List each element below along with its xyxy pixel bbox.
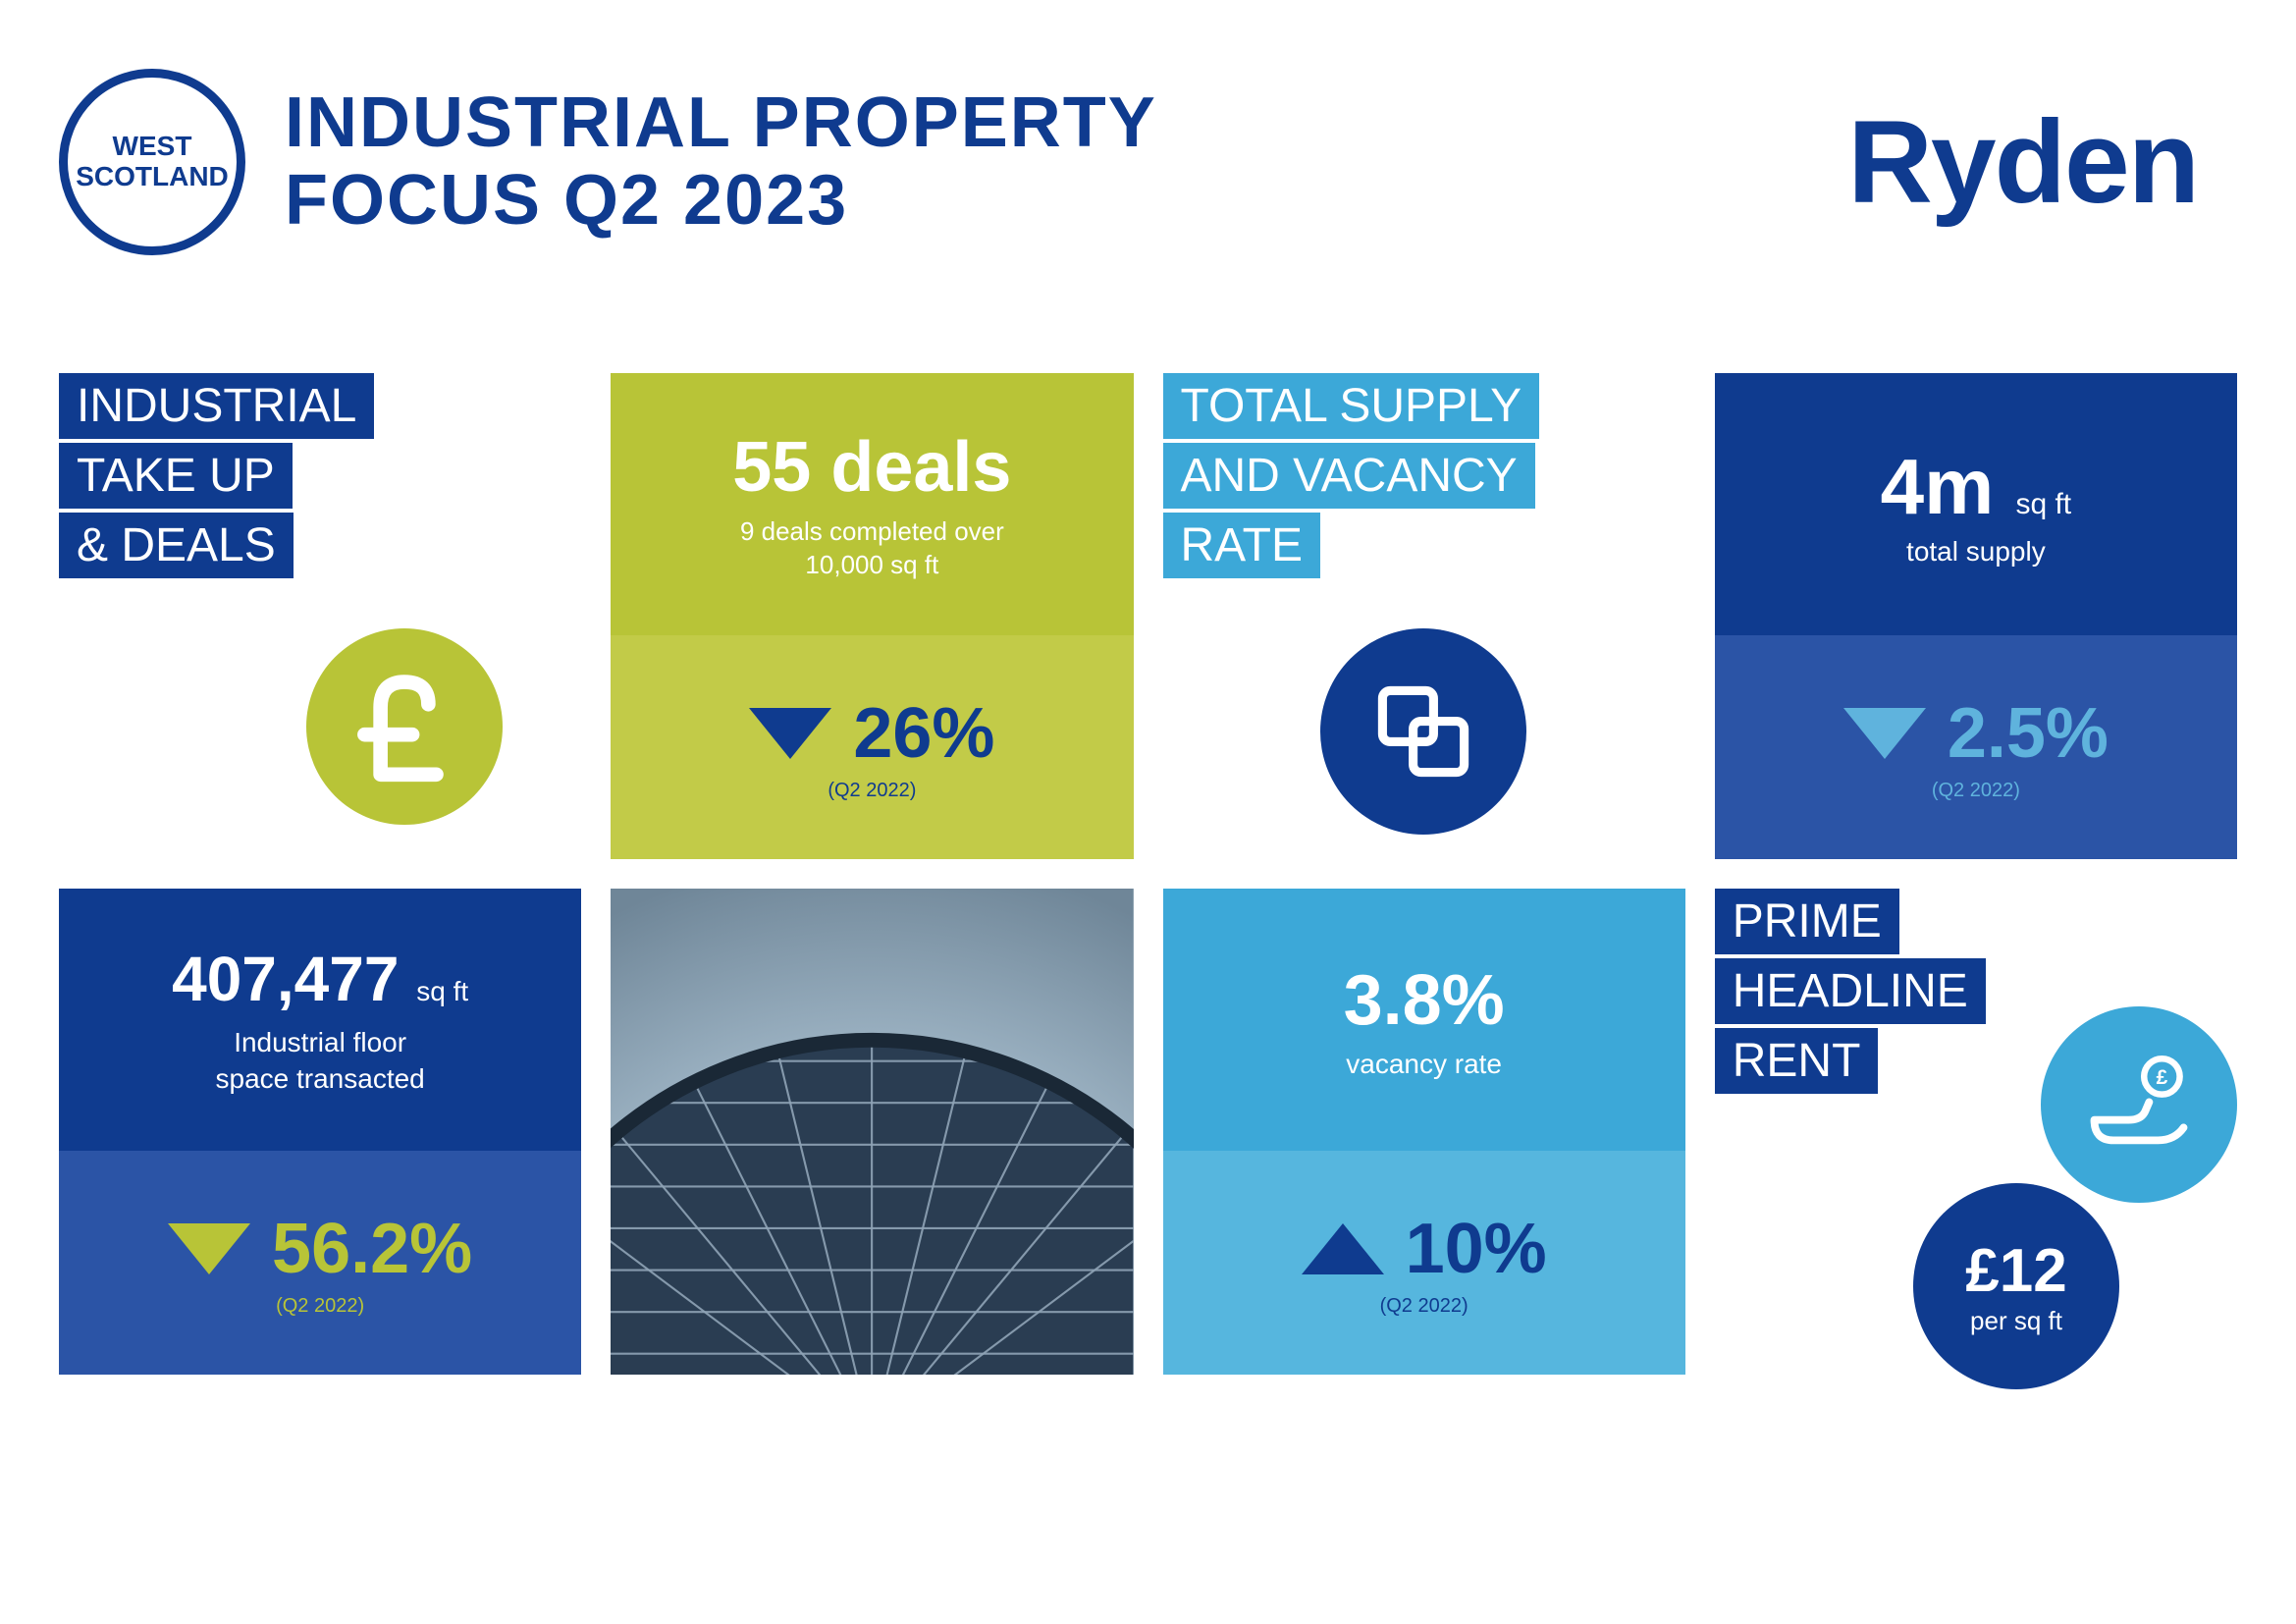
supply-label-2: AND VACANCY bbox=[1163, 443, 1535, 509]
building-photo-icon bbox=[611, 889, 1133, 1375]
vacancy-tile: 3.8% vacancy rate 10% (Q2 2022) bbox=[1163, 889, 1685, 1375]
supply-label-stack: TOTAL SUPPLY AND VACANCY RATE bbox=[1163, 373, 1685, 582]
floorspace-change-row: 56.2% bbox=[168, 1209, 472, 1289]
supply-label-3: RATE bbox=[1163, 513, 1320, 578]
supply-change-pct: 2.5% bbox=[1948, 693, 2109, 774]
floorspace-tile: 407,477 sq ft Industrial floor space tra… bbox=[59, 889, 581, 1375]
deals-compare: (Q2 2022) bbox=[828, 780, 916, 802]
takeup-label-3: & DEALS bbox=[59, 513, 294, 578]
rent-unit: per sq ft bbox=[1970, 1306, 2062, 1336]
pound-icon bbox=[306, 628, 503, 825]
hand-coin-icon: £ bbox=[2041, 1006, 2237, 1203]
floorspace-sub2: space transacted bbox=[216, 1063, 425, 1094]
total-supply-value: 4m sq ft bbox=[1881, 442, 2072, 532]
svg-text:£: £ bbox=[2157, 1066, 2168, 1089]
deals-bottom: 26% (Q2 2022) bbox=[611, 635, 1133, 859]
vacancy-change-row: 10% bbox=[1302, 1209, 1547, 1289]
down-triangle-icon bbox=[168, 1223, 250, 1274]
deals-sub1: 9 deals completed over bbox=[740, 516, 1004, 546]
takeup-label-1: INDUSTRIAL bbox=[59, 373, 374, 439]
rent-label-3: RENT bbox=[1715, 1028, 1879, 1094]
total-supply-bottom: 2.5% (Q2 2022) bbox=[1715, 635, 2237, 859]
vacancy-bottom: 10% (Q2 2022) bbox=[1163, 1151, 1685, 1375]
rent-label-2: HEADLINE bbox=[1715, 958, 1986, 1024]
vacancy-sub: vacancy rate bbox=[1346, 1049, 1502, 1080]
rent-label-1: PRIME bbox=[1715, 889, 1899, 954]
hand-coin-glyph-icon: £ bbox=[2075, 1041, 2203, 1168]
vacancy-top: 3.8% vacancy rate bbox=[1163, 889, 1685, 1151]
floorspace-bottom: 56.2% (Q2 2022) bbox=[59, 1151, 581, 1375]
floorspace-sub: Industrial floor space transacted bbox=[216, 1025, 425, 1097]
deals-tile: 55 deals 9 deals completed over 10,000 s… bbox=[611, 373, 1133, 859]
deals-change-row: 26% bbox=[749, 693, 994, 774]
tiles-grid: INDUSTRIAL TAKE UP & DEALS 55 deals 9 de… bbox=[59, 373, 2237, 1375]
supply-icon bbox=[1320, 628, 1526, 835]
header: WEST SCOTLAND INDUSTRIAL PROPERTY FOCUS … bbox=[59, 69, 2237, 255]
total-supply-unit: sq ft bbox=[2015, 488, 2071, 520]
vacancy-change-pct: 10% bbox=[1406, 1209, 1547, 1289]
floorspace-top: 407,477 sq ft Industrial floor space tra… bbox=[59, 889, 581, 1151]
floorspace-unit: sq ft bbox=[416, 976, 468, 1006]
deals-sub2: 10,000 sq ft bbox=[805, 550, 938, 579]
supply-compare: (Q2 2022) bbox=[1932, 780, 2020, 802]
floorspace-change-pct: 56.2% bbox=[272, 1209, 472, 1289]
takeup-label-stack: INDUSTRIAL TAKE UP & DEALS bbox=[59, 373, 581, 582]
floorspace-num: 407,477 bbox=[172, 944, 399, 1014]
photo-tile bbox=[611, 889, 1133, 1375]
supply-label-1: TOTAL SUPPLY bbox=[1163, 373, 1540, 439]
takeup-label-2: TAKE UP bbox=[59, 443, 293, 509]
floorspace-value: 407,477 sq ft bbox=[172, 943, 468, 1015]
pound-glyph-icon bbox=[350, 663, 458, 790]
supply-change-row: 2.5% bbox=[1843, 693, 2109, 774]
deals-sub: 9 deals completed over 10,000 sq ft bbox=[740, 515, 1004, 582]
vacancy-value: 3.8% bbox=[1344, 960, 1505, 1041]
takeup-label-tile: INDUSTRIAL TAKE UP & DEALS bbox=[59, 373, 581, 859]
title-line1: INDUSTRIAL PROPERTY bbox=[285, 84, 1808, 162]
region-line2: SCOTLAND bbox=[76, 162, 229, 192]
title-line2: FOCUS Q2 2023 bbox=[285, 162, 1808, 240]
up-triangle-icon bbox=[1302, 1223, 1384, 1274]
floorspace-compare: (Q2 2022) bbox=[276, 1295, 364, 1318]
floorspace-sub1: Industrial floor bbox=[234, 1027, 406, 1057]
deals-change-pct: 26% bbox=[853, 693, 994, 774]
deals-headline: 55 deals bbox=[732, 427, 1011, 508]
floorplan-icon bbox=[1360, 668, 1487, 795]
rent-value-circle: £12 per sq ft bbox=[1913, 1183, 2119, 1389]
supply-label-tile: TOTAL SUPPLY AND VACANCY RATE bbox=[1163, 373, 1685, 859]
total-supply-sub: total supply bbox=[1906, 536, 2046, 568]
down-triangle-icon bbox=[1843, 708, 1926, 759]
vacancy-compare: (Q2 2022) bbox=[1380, 1295, 1468, 1318]
region-line1: WEST bbox=[113, 132, 192, 162]
total-supply-num: 4m bbox=[1881, 443, 1995, 530]
deals-top: 55 deals 9 deals completed over 10,000 s… bbox=[611, 373, 1133, 635]
down-triangle-icon bbox=[749, 708, 831, 759]
total-supply-tile: 4m sq ft total supply 2.5% (Q2 2022) bbox=[1715, 373, 2237, 859]
brand-logo: Ryden bbox=[1847, 94, 2198, 230]
rent-tile: PRIME HEADLINE RENT £ £12 per sq ft bbox=[1715, 889, 2237, 1375]
region-badge: WEST SCOTLAND bbox=[59, 69, 245, 255]
page-title: INDUSTRIAL PROPERTY FOCUS Q2 2023 bbox=[285, 84, 1808, 240]
rent-value: £12 bbox=[1965, 1236, 2066, 1306]
total-supply-top: 4m sq ft total supply bbox=[1715, 373, 2237, 635]
